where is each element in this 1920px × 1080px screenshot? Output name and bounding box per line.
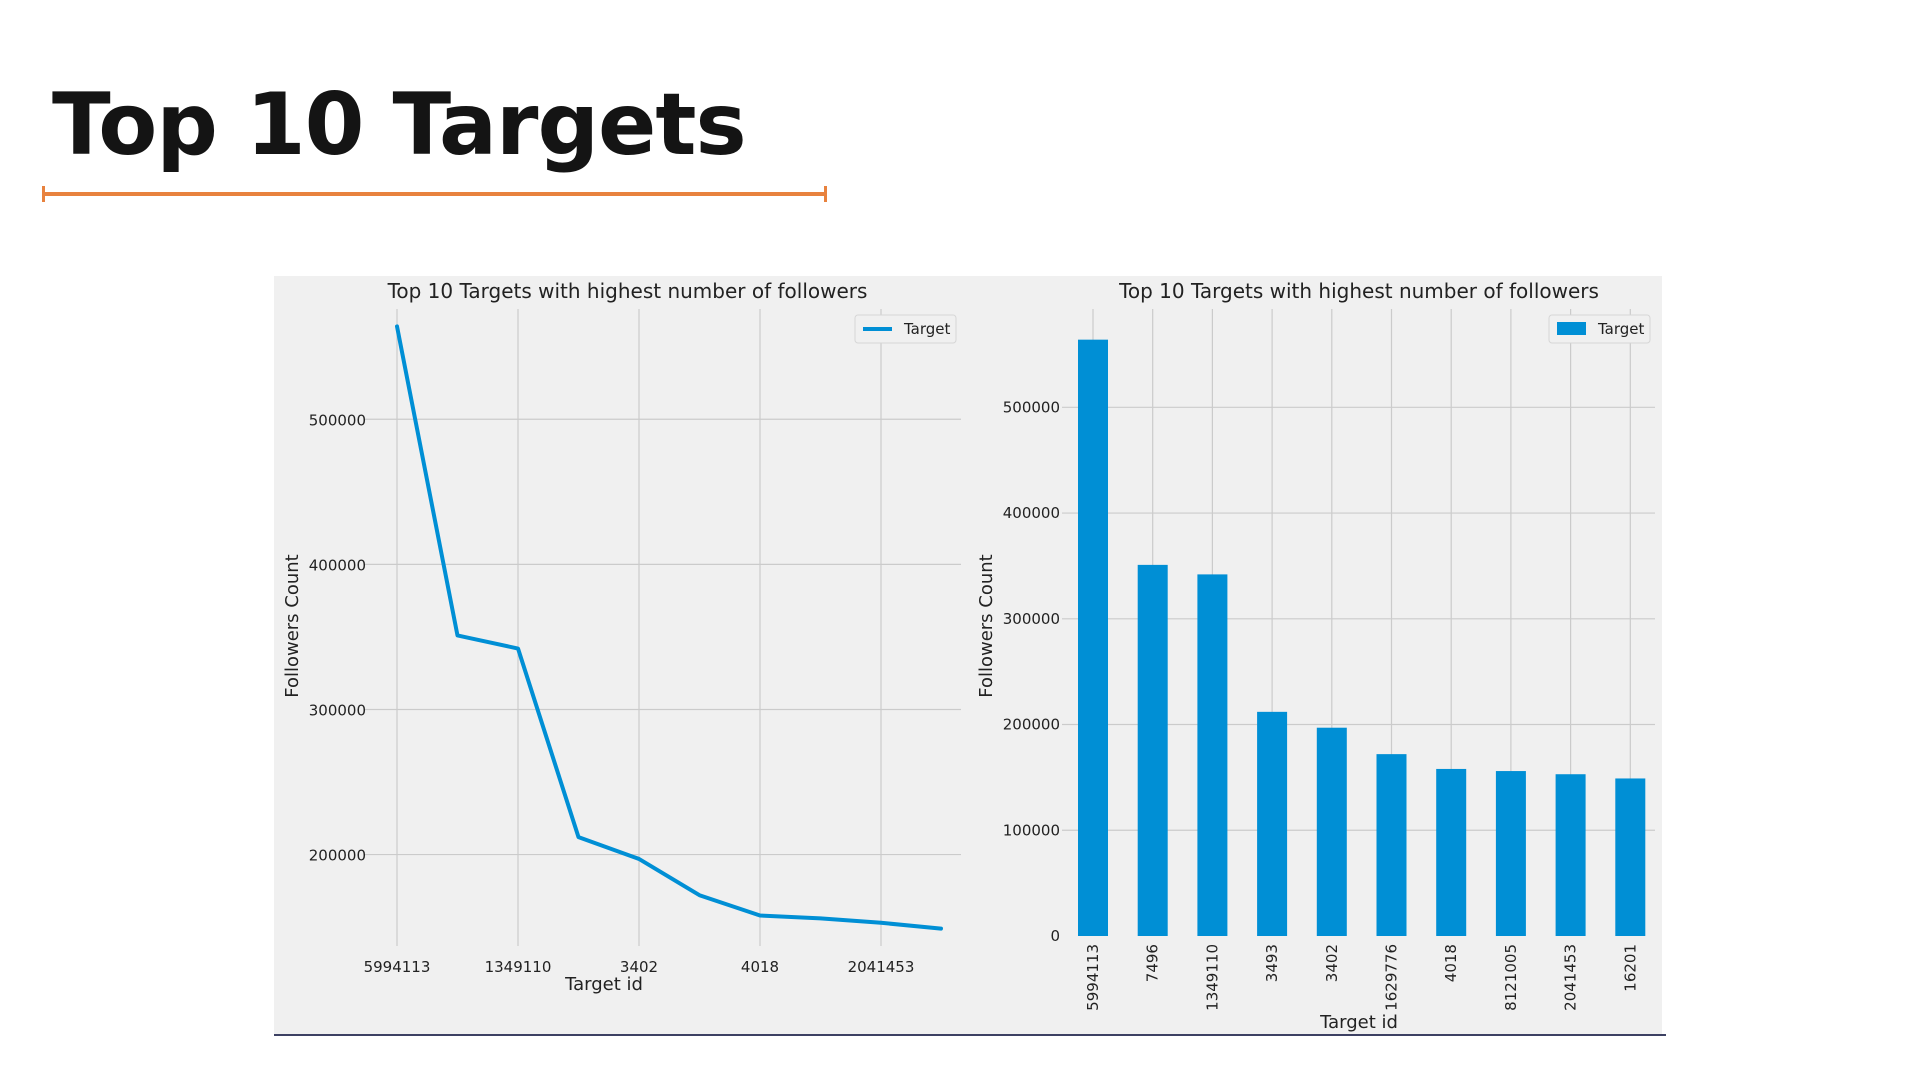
bar-chart-xtick-label: 16201 (1621, 944, 1639, 992)
bar-chart-xtick-label: 3402 (1323, 944, 1341, 982)
bar-chart-legend: Target (1548, 314, 1651, 344)
line-chart-xtick-label: 2041453 (848, 958, 915, 976)
bar-chart-ytick-label: 200000 (1003, 716, 1060, 734)
bar-chart-bar (1316, 727, 1347, 936)
slide-title: Top 10 Targets (52, 75, 747, 175)
charts-svg: Top 10 Targets with highest number of fo… (274, 276, 1662, 1034)
bar-chart-bar (1257, 711, 1288, 936)
bar-chart-xlabel: Target id (1319, 1012, 1398, 1033)
line-chart-ytick-label: 500000 (309, 411, 366, 429)
bar-chart-xtick-label: 2041453 (1562, 944, 1580, 1011)
bar-chart: Top 10 Targets with highest number of fo… (976, 279, 1655, 1033)
bar-chart-bar (1436, 768, 1467, 936)
bar-chart-title: Top 10 Targets with highest number of fo… (1118, 279, 1599, 303)
bar-chart-legend-swatch (1557, 322, 1586, 335)
bar-chart-xtick-label: 1349110 (1203, 944, 1221, 1011)
line-chart-xtick-label: 5994113 (364, 958, 431, 976)
title-underline-cap-right (824, 186, 827, 202)
figure-bottom-rule (274, 1034, 1666, 1036)
line-chart-ytick-label: 300000 (309, 701, 366, 719)
bar-chart-ytick-label: 0 (1050, 927, 1060, 945)
line-chart-xtick-label: 1349110 (485, 958, 552, 976)
line-chart-ylabel: Followers Count (282, 554, 303, 698)
bar-chart-xtick-label: 4018 (1442, 944, 1460, 982)
bar-chart-bar (1376, 754, 1407, 936)
line-chart-legend: Target (854, 314, 957, 344)
bar-chart-legend-label: Target (1597, 320, 1645, 338)
title-underline-line (42, 192, 827, 196)
bar-chart-ytick-label: 500000 (1003, 398, 1060, 416)
line-chart-title: Top 10 Targets with highest number of fo… (387, 279, 868, 303)
bar-chart-bar (1078, 339, 1108, 936)
bar-chart-bar (1555, 774, 1586, 936)
bar-chart-xtick-label: 7496 (1144, 944, 1162, 982)
line-chart-xlabel: Target id (564, 974, 643, 995)
line-chart-legend-box (854, 314, 957, 344)
bar-chart-bar (1137, 564, 1168, 936)
line-chart-ytick-label: 400000 (309, 556, 366, 574)
line-chart-legend-label: Target (903, 320, 951, 338)
line-chart-ytick-label: 200000 (309, 847, 366, 865)
line-chart-xtick-label: 3402 (620, 958, 658, 976)
bar-chart-ytick-label: 400000 (1003, 504, 1060, 522)
title-underline (42, 186, 827, 202)
line-chart-xtick-label: 4018 (741, 958, 779, 976)
bar-chart-bar (1495, 771, 1526, 936)
bar-chart-ylabel: Followers Count (976, 554, 997, 698)
bar-chart-ytick-label: 100000 (1003, 821, 1060, 839)
bar-chart-xtick-label: 1629776 (1383, 944, 1401, 1011)
bar-chart-ytick-label: 300000 (1003, 610, 1060, 628)
line-chart: Top 10 Targets with highest number of fo… (282, 279, 961, 995)
bar-chart-xtick-label: 3493 (1263, 944, 1281, 982)
charts-figure: Top 10 Targets with highest number of fo… (274, 276, 1662, 1034)
bar-chart-bar (1197, 574, 1228, 936)
bar-chart-xtick-label: 5994113 (1084, 944, 1102, 1011)
bar-chart-xtick-label: 8121005 (1502, 944, 1520, 1011)
bar-chart-bar (1615, 778, 1646, 936)
title-underline-cap-left (42, 186, 45, 202)
line-chart-series-target (395, 324, 943, 931)
figure-background (274, 276, 1662, 1034)
